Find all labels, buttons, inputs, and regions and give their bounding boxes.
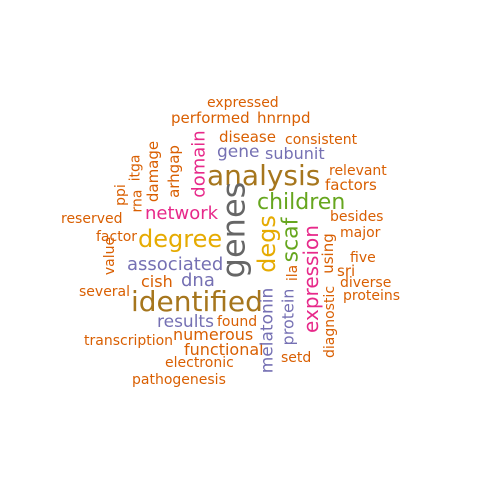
word-arhgap: arhgap [164,144,183,198]
word-electronic: electronic [165,355,234,371]
word-subunit: subunit [265,144,325,163]
word-ppi: ppi [112,184,129,206]
word-itga: itga [126,154,143,182]
word-major: major [340,225,381,241]
word-using: using [318,232,337,274]
word-gene: gene [217,142,260,162]
word-analysis: analysis [207,159,321,192]
word-degree: degree [138,225,223,253]
word-performed: performed [171,109,250,127]
word-several: several [79,284,131,300]
word-transcription: transcription [84,333,174,349]
word-pathogenesis: pathogenesis [132,372,226,388]
word-genes: genes [213,181,252,279]
word-identified: identified [131,285,263,318]
word-damage: damage [143,140,162,202]
word-hnrnpd: hnrnpd [257,109,311,127]
word-proteins: proteins [343,288,401,304]
word-five: five [350,250,376,266]
word-found: found [217,314,258,330]
word-numerous: numerous [173,325,254,344]
word-reserved: reserved [61,211,123,227]
word-functional: functional [184,340,264,359]
word-children: children [257,190,346,215]
word-protein: protein [277,288,297,346]
word-network: network [145,203,219,224]
word-melatonin: melatonin [257,287,278,373]
word-diverse: diverse [340,275,392,291]
word-relevant: relevant [329,163,387,179]
word-results: results [157,312,214,332]
word-value: value [102,236,119,276]
word-sri: sri [337,262,356,280]
word-associated: associated [127,254,224,275]
word-domain: domain [188,130,210,198]
word-factor: factor [96,229,138,245]
word-degs: degs [252,215,281,273]
word-diagnostic: diagnostic [322,285,339,359]
word-setd: setd [281,350,312,366]
word-factors: factors [325,176,377,194]
word-rna: rna [128,189,145,213]
word-ila: ila [285,264,302,282]
word-consistent: consistent [285,132,358,148]
word-disease: disease [219,128,276,146]
word-expressed: expressed [207,95,279,111]
word-cish: cish [141,272,173,291]
word-besides: besides [330,209,384,225]
word-dna: dna [181,270,215,291]
